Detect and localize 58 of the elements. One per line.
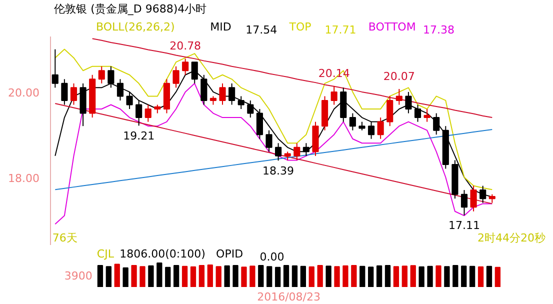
annotation: 76天 bbox=[52, 232, 78, 244]
candlestick bbox=[219, 82, 226, 106]
text: TOP bbox=[288, 20, 312, 34]
text: CJL bbox=[96, 248, 115, 260]
candlestick bbox=[302, 142, 310, 156]
candlestick bbox=[275, 142, 282, 162]
line-series bbox=[54, 48, 493, 190]
annotation: 0.00 bbox=[260, 250, 284, 264]
candlestick bbox=[116, 78, 124, 101]
candlestick bbox=[433, 112, 440, 136]
legend-title: BOLL(26,26,2) bbox=[96, 20, 175, 34]
candlestick bbox=[368, 121, 375, 140]
candlestick bbox=[136, 100, 142, 126]
candlestick bbox=[144, 104, 152, 122]
text: 17.38 bbox=[422, 24, 454, 36]
text: OPID bbox=[216, 248, 244, 260]
text: 2016/08/23 bbox=[257, 290, 321, 304]
annotation: 2时44分20秒 bbox=[478, 232, 546, 244]
text: 17.54 bbox=[246, 24, 278, 36]
text: 1806.00(0:100) bbox=[120, 248, 206, 260]
annotation: 20.78 bbox=[170, 40, 202, 53]
candlestick bbox=[52, 48, 58, 88]
candlestick bbox=[349, 112, 356, 131]
candlestick bbox=[330, 85, 338, 106]
candlestick bbox=[377, 117, 384, 140]
candlestick bbox=[98, 66, 105, 84]
candlestick bbox=[405, 91, 412, 114]
y-tick-label: 20.00 bbox=[8, 86, 40, 100]
candlestick bbox=[386, 96, 394, 127]
line-series bbox=[54, 128, 493, 190]
candlestick bbox=[228, 82, 236, 106]
candlestick bbox=[70, 82, 78, 106]
chart-title: 伦敦银 (贵金属_D 9688)4小时 bbox=[54, 2, 207, 16]
candlestick bbox=[396, 88, 402, 106]
candlestick bbox=[424, 108, 430, 122]
candlestick bbox=[247, 100, 254, 118]
text: 17.71 bbox=[324, 24, 356, 36]
text: MID bbox=[210, 20, 232, 34]
candlestick bbox=[470, 185, 477, 212]
candlestick bbox=[238, 96, 244, 110]
candlestick bbox=[256, 108, 263, 140]
candlestick bbox=[460, 190, 468, 216]
candlestick bbox=[182, 58, 189, 76]
candlestick bbox=[266, 130, 272, 152]
text: 3900 bbox=[64, 270, 92, 283]
y-tick-label: 18.00 bbox=[8, 172, 40, 185]
annotation: 18.39 bbox=[262, 164, 294, 178]
annotation: 17.11 bbox=[448, 219, 480, 232]
candlestick bbox=[294, 142, 300, 161]
annotation: 19.21 bbox=[123, 130, 155, 143]
text: BOTTOM bbox=[368, 20, 416, 34]
annotation: 20.07 bbox=[383, 70, 415, 83]
line-series bbox=[92, 38, 493, 118]
candlestick bbox=[61, 78, 68, 106]
candlestick bbox=[126, 91, 133, 110]
candlestick bbox=[172, 66, 180, 88]
candlestick bbox=[414, 104, 422, 122]
candlestick bbox=[200, 74, 208, 106]
